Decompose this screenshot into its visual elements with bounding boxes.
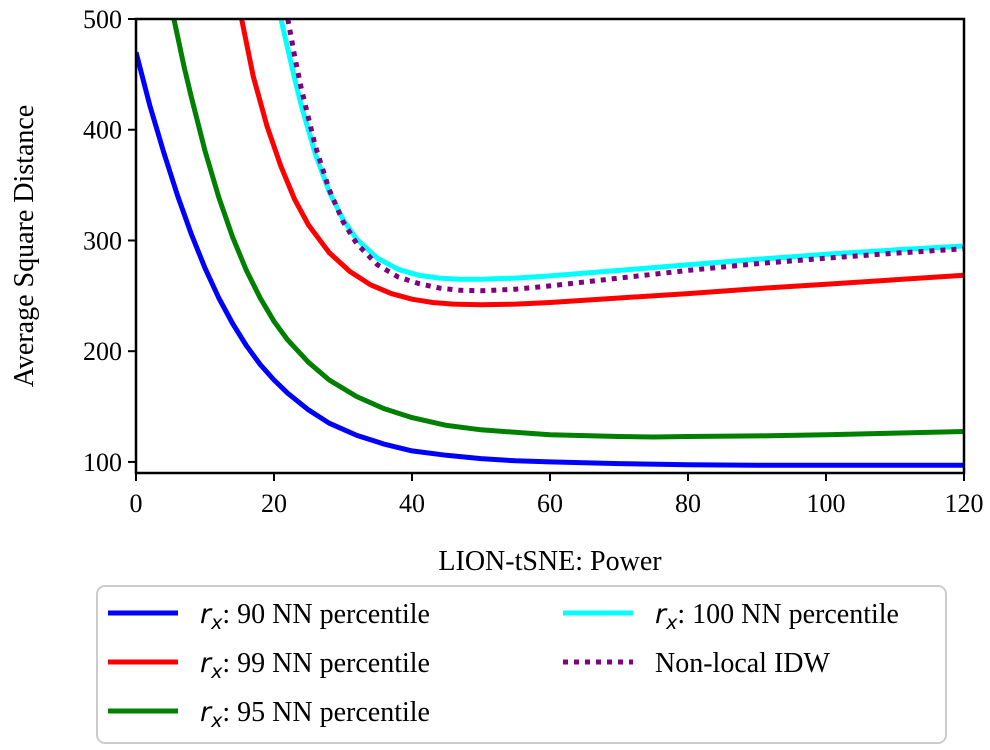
legend-label: Non-local IDW [655,648,831,679]
y-axis-title: Average Square Distance [9,105,40,387]
legend: rx: 90 NN percentile rx: 99 NN percentile… [96,585,947,744]
y-axis-ticks: 100 200 300 400 500 [83,5,136,477]
x-tick-label: 40 [399,489,425,518]
legend-label: rx: 90 NN percentile [200,599,430,634]
series-line-4 [285,19,964,294]
plot-frame [134,17,966,475]
y-tick-label: 200 [83,337,122,366]
x-tick-label: 120 [945,489,984,518]
x-tick-label: 20 [261,489,287,518]
x-tick-label: 0 [130,489,143,518]
legend-label: rx: 95 NN percentile [200,697,430,732]
x-tick-label: 100 [807,489,846,518]
x-axis-ticks: 0 20 40 60 80 100 120 [130,473,984,518]
axes [134,17,966,475]
series-line-1 [171,19,964,440]
y-tick-label: 400 [83,116,122,145]
plot-lines [136,19,964,468]
y-tick-label: 300 [83,226,122,255]
legend-label: rx: 99 NN percentile [200,648,430,683]
series-line-3 [278,19,964,282]
legend-label: rx: 100 NN percentile [655,599,899,634]
x-axis-title: LION-tSNE: Power [438,546,662,577]
legend-frame [96,585,947,744]
y-tick-label: 100 [83,448,122,477]
x-tick-label: 80 [675,489,701,518]
x-tick-label: 60 [537,489,563,518]
y-tick-label: 500 [83,5,122,34]
series-line-0 [136,51,964,468]
series-line-2 [239,19,964,308]
